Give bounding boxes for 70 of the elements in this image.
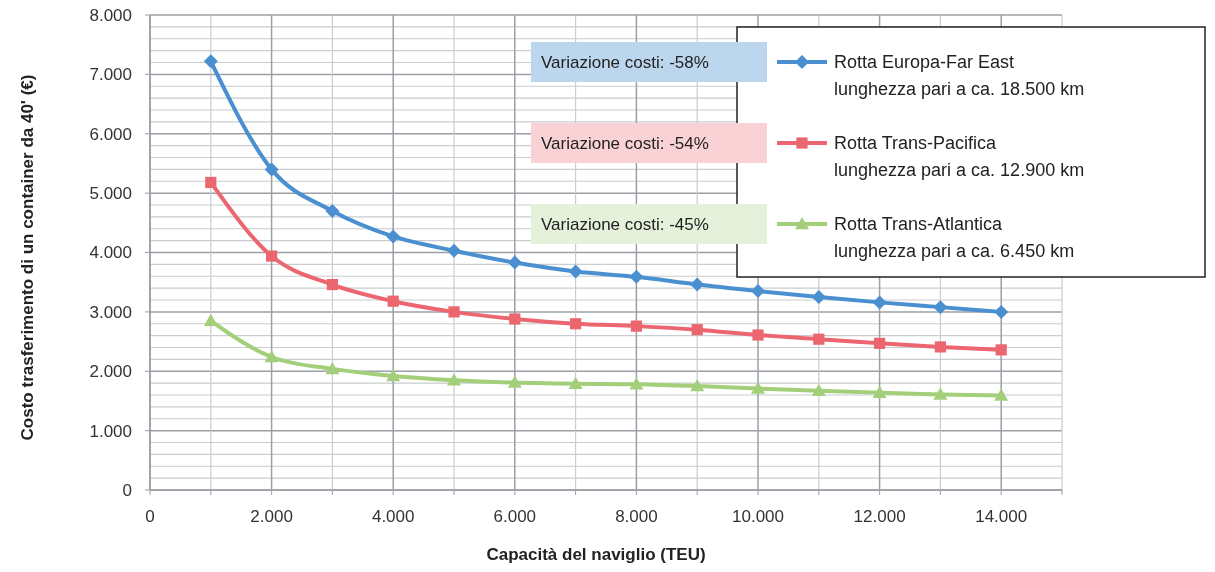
x-tick-label: 12.000 — [853, 507, 906, 526]
point — [630, 320, 642, 332]
point — [811, 383, 826, 397]
point — [448, 306, 460, 318]
point — [629, 377, 644, 390]
point — [387, 295, 399, 307]
point — [811, 290, 826, 305]
point — [691, 324, 703, 336]
y-tick-label: 2.000 — [89, 362, 132, 382]
y-axis-title: Costo trasferimento di un container da 40' (€) — [18, 74, 37, 441]
point — [751, 381, 765, 394]
y-tick-label: 8.000 — [89, 5, 132, 25]
x-tick-label: 14.000 — [975, 507, 1028, 526]
x-tick-label: 6.000 — [493, 507, 537, 526]
point — [447, 373, 461, 386]
y-tick-label: 1.000 — [89, 421, 132, 441]
point — [690, 379, 705, 392]
point — [813, 333, 825, 345]
x-tick-label: 8.000 — [615, 507, 658, 526]
point — [509, 313, 521, 325]
annotation: Variazione costi: -54% — [541, 134, 709, 153]
x-tick-label: 2.000 — [250, 507, 293, 526]
point — [386, 369, 401, 382]
y-tick-label: 3.000 — [89, 302, 132, 322]
callout-box: Variazione costi: -54% — [531, 123, 767, 163]
point — [874, 337, 886, 349]
point — [751, 284, 765, 299]
y-tick-label: 0 — [122, 480, 132, 500]
point — [934, 341, 946, 353]
y-tick-label: 4.000 — [89, 243, 132, 263]
callout-box: Variazione costi: -58% — [531, 42, 767, 82]
point — [507, 375, 522, 388]
point — [570, 318, 582, 330]
point — [386, 229, 401, 244]
point — [872, 385, 887, 398]
point — [994, 388, 1009, 401]
y-tick-label: 6.000 — [89, 124, 132, 144]
point — [266, 250, 278, 262]
x-axis-title: Capacità del naviglio (TEU) — [486, 545, 706, 564]
point — [568, 264, 583, 279]
annotation: Variazione costi: -58% — [541, 53, 709, 72]
point — [933, 300, 948, 315]
point — [264, 350, 279, 363]
point — [690, 277, 705, 292]
point — [325, 361, 340, 375]
point — [872, 295, 887, 310]
y-tick-label: 5.000 — [89, 184, 132, 204]
point — [264, 162, 279, 177]
point — [995, 344, 1007, 356]
point — [568, 376, 583, 389]
x-tick-label: 0 — [145, 507, 155, 526]
callout-box: Variazione costi: -45% — [531, 204, 767, 244]
y-tick-label: 7.000 — [89, 65, 132, 85]
point — [203, 54, 218, 69]
legend-label: Rotta Trans-Pacifica lunghezza pari a ca. 12.900 km — [834, 133, 1085, 180]
point — [326, 278, 338, 291]
point — [447, 243, 461, 258]
point — [994, 304, 1009, 319]
point — [752, 329, 764, 341]
legend-label: Rotta Trans-Atlantica lunghezza pari a ca. 6.450 km — [834, 214, 1075, 261]
annotation: Variazione costi: -45% — [541, 215, 709, 234]
x-tick-label: 4.000 — [371, 507, 415, 526]
point — [629, 269, 644, 284]
point — [507, 255, 522, 270]
point — [325, 203, 340, 218]
point — [203, 313, 218, 327]
legend-label: Rotta Europa-Far East lunghezza pari a ca. 18.500 km — [834, 52, 1085, 99]
point — [205, 176, 217, 189]
x-tick-label: 10.000 — [732, 507, 784, 526]
point — [933, 387, 948, 400]
